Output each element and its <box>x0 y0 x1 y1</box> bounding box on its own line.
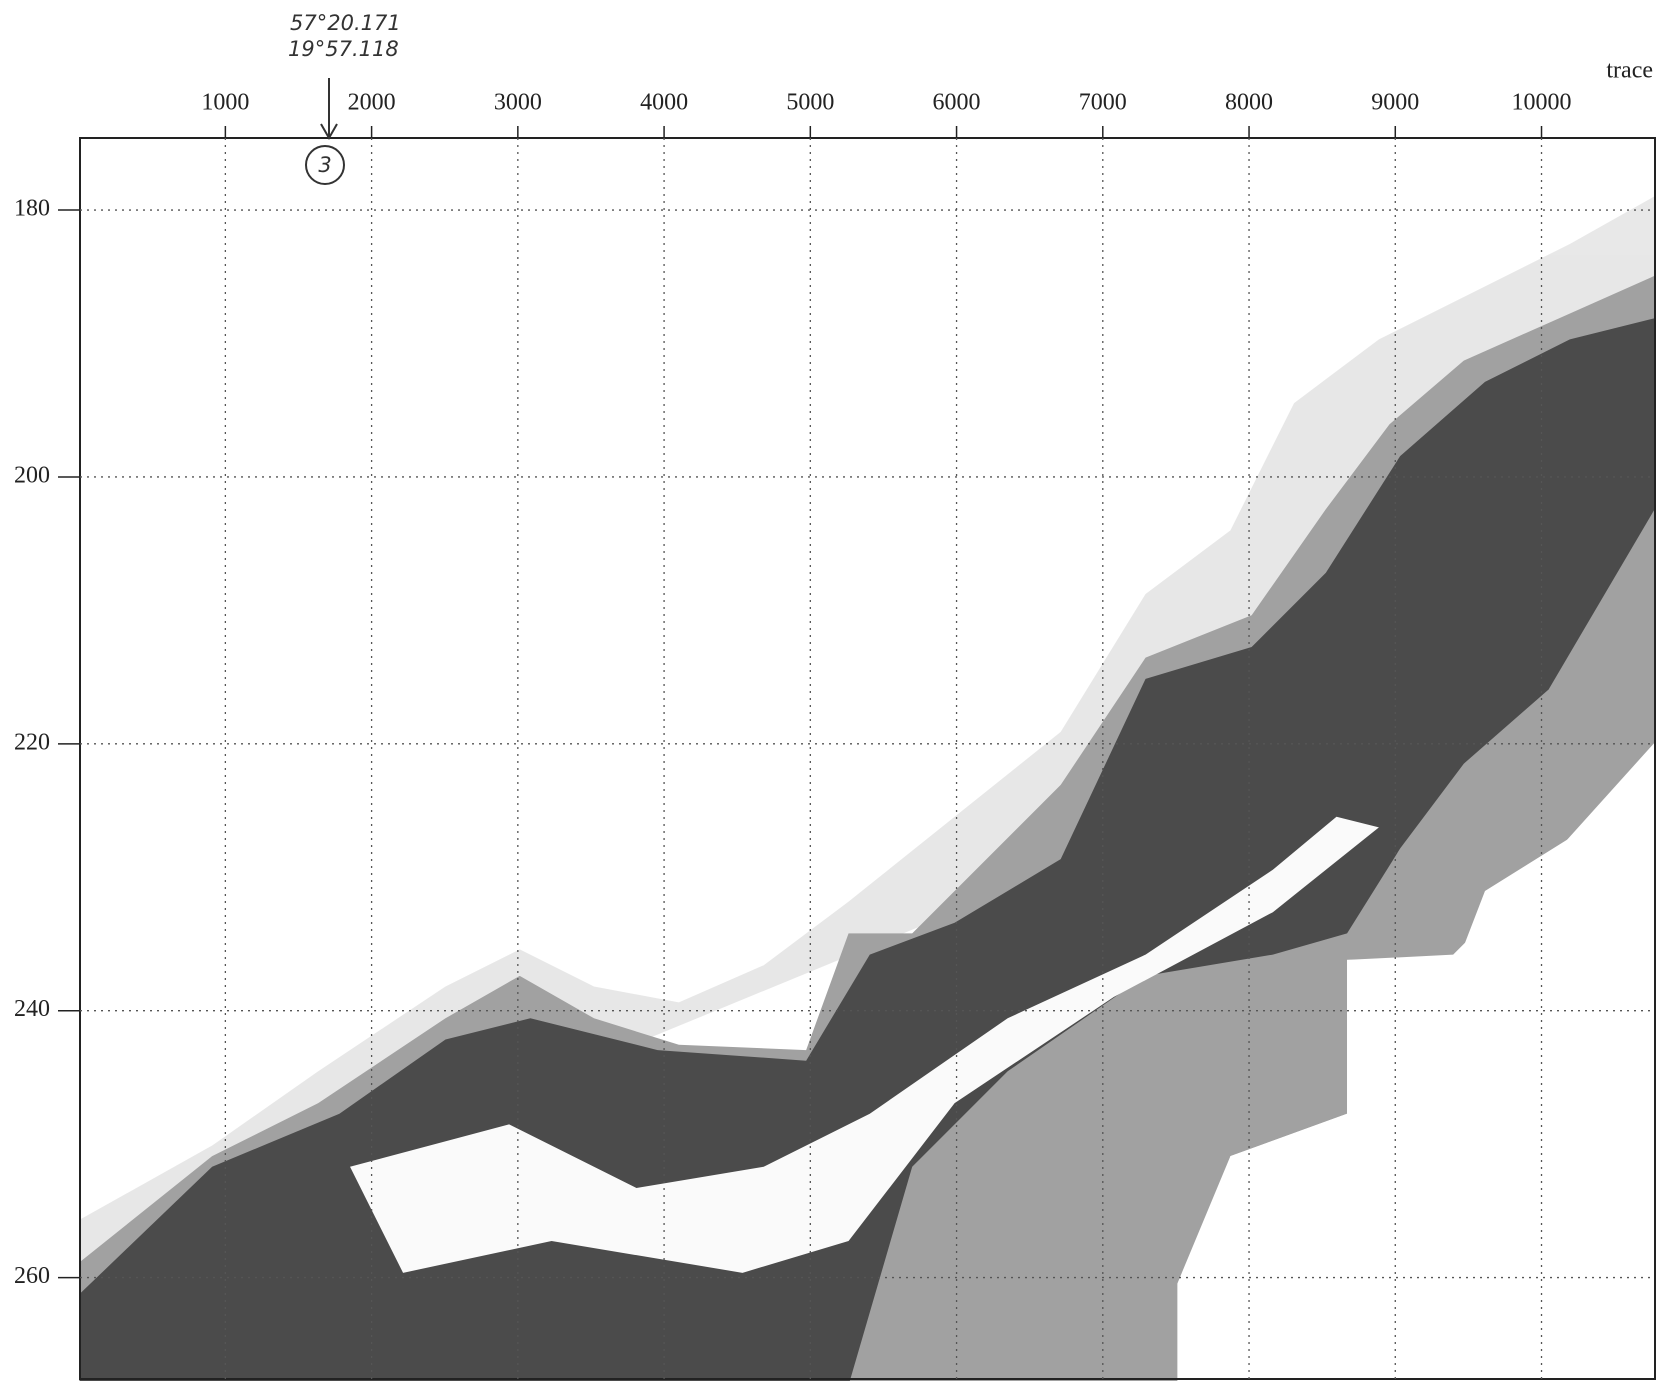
x-tick-label: 3000 <box>494 90 542 116</box>
x-tick-label: 6000 <box>933 90 981 116</box>
annotation: 3 <box>318 153 331 177</box>
y-tick-label: 200 <box>14 462 50 488</box>
x-tick-label: 4000 <box>640 90 688 116</box>
x-tick-label: 5000 <box>786 90 834 116</box>
x-tick-label: 9000 <box>1371 90 1419 116</box>
x-axis-label: trace <box>1606 58 1653 84</box>
x-tick-label: 10000 <box>1512 90 1572 116</box>
x-tick-label: 1000 <box>201 90 249 116</box>
chart: 1000 2000 3000 4000 5000 6000 7000 8000 9000 1000… <box>0 0 1661 1381</box>
y-tick-label: 220 <box>14 729 50 755</box>
x-tick-label: 2000 <box>348 90 396 116</box>
annotation: 57°20.171 <box>290 11 401 35</box>
y-tick-label: 180 <box>14 196 50 222</box>
annotation: 19°57.118 <box>288 37 399 61</box>
y-tick-label: 240 <box>14 996 50 1022</box>
x-tick-label: 7000 <box>1079 90 1127 116</box>
seismic-image <box>80 196 1655 1381</box>
x-tick-label: 8000 <box>1225 90 1273 116</box>
y-tick-label: 260 <box>14 1263 50 1289</box>
